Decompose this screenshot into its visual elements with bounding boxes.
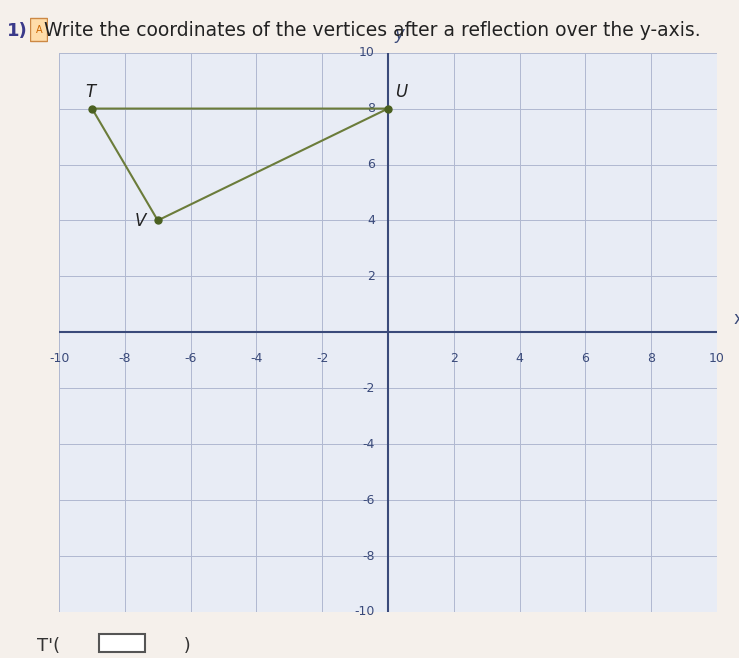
Text: 1): 1) [7,22,28,40]
Text: x: x [733,310,739,328]
Text: 8: 8 [647,352,655,365]
FancyBboxPatch shape [30,18,47,41]
Text: 2: 2 [367,270,375,283]
Text: U: U [395,84,406,101]
Text: 4: 4 [516,352,523,365]
Text: T'(: T'( [37,638,60,655]
Text: 2: 2 [450,352,457,365]
Text: 8: 8 [367,102,375,115]
Text: -4: -4 [251,352,262,365]
Text: A: A [35,24,42,35]
Text: 6: 6 [367,158,375,171]
Text: Write the coordinates of the vertices after a reflection over the y-axis.: Write the coordinates of the vertices af… [44,21,701,40]
Text: -10: -10 [355,605,375,619]
Text: ): ) [155,638,191,655]
Text: y: y [395,24,404,43]
Text: -6: -6 [362,494,375,507]
Text: -8: -8 [362,549,375,563]
FancyBboxPatch shape [99,634,146,653]
Text: -6: -6 [185,352,197,365]
Text: 10: 10 [359,46,375,59]
Text: 4: 4 [367,214,375,227]
Text: -8: -8 [119,352,131,365]
Text: 6: 6 [582,352,589,365]
Text: 10: 10 [709,352,725,365]
Text: T: T [86,84,95,101]
Text: V: V [134,212,146,230]
Text: -4: -4 [362,438,375,451]
Text: -10: -10 [49,352,69,365]
Text: -2: -2 [316,352,328,365]
Text: -2: -2 [362,382,375,395]
